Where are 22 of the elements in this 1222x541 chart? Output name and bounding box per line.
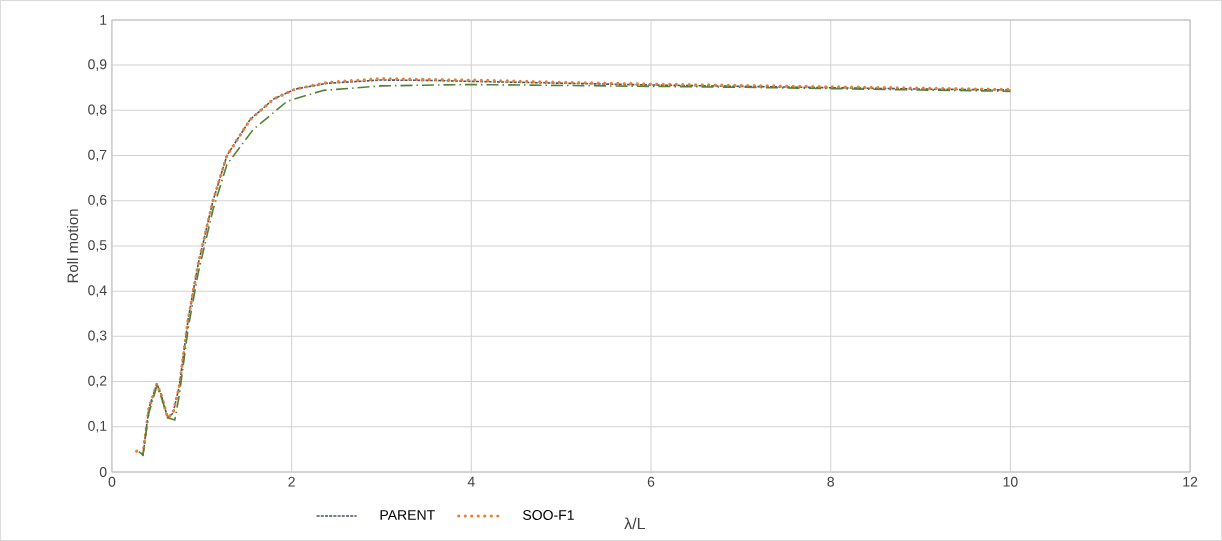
legend-label: SOO-F1	[523, 510, 574, 521]
x-tick-label: 8	[827, 476, 834, 487]
y-tick-label: 0,3	[88, 330, 107, 343]
x-axis-title: λ/L	[624, 517, 645, 530]
x-tick-label: 12	[1183, 476, 1198, 487]
y-tick-label: 0,4	[88, 285, 107, 297]
y-axis-title: Roll motion	[67, 209, 79, 283]
y-tick-label: 0,6	[88, 194, 107, 207]
y-tick-label: 0,1	[88, 421, 107, 433]
x-tick-label: 6	[647, 476, 655, 487]
y-tick-label: 0,5	[88, 240, 107, 252]
y-tick-label: 0,2	[88, 375, 107, 388]
y-tick-label: 0,7	[88, 149, 107, 162]
y-tick-label: 1	[100, 15, 107, 25]
x-tick-label: 0	[108, 476, 116, 487]
x-tick-label: 4	[467, 476, 475, 487]
y-tick-label: 0,8	[88, 104, 107, 117]
y-tick-label: 0	[99, 467, 107, 477]
x-tick-label: 2	[288, 476, 295, 487]
legend-label: PARENT	[380, 510, 435, 520]
y-tick-label: 0,9	[88, 59, 107, 71]
x-tick-label: 10	[1003, 476, 1018, 487]
